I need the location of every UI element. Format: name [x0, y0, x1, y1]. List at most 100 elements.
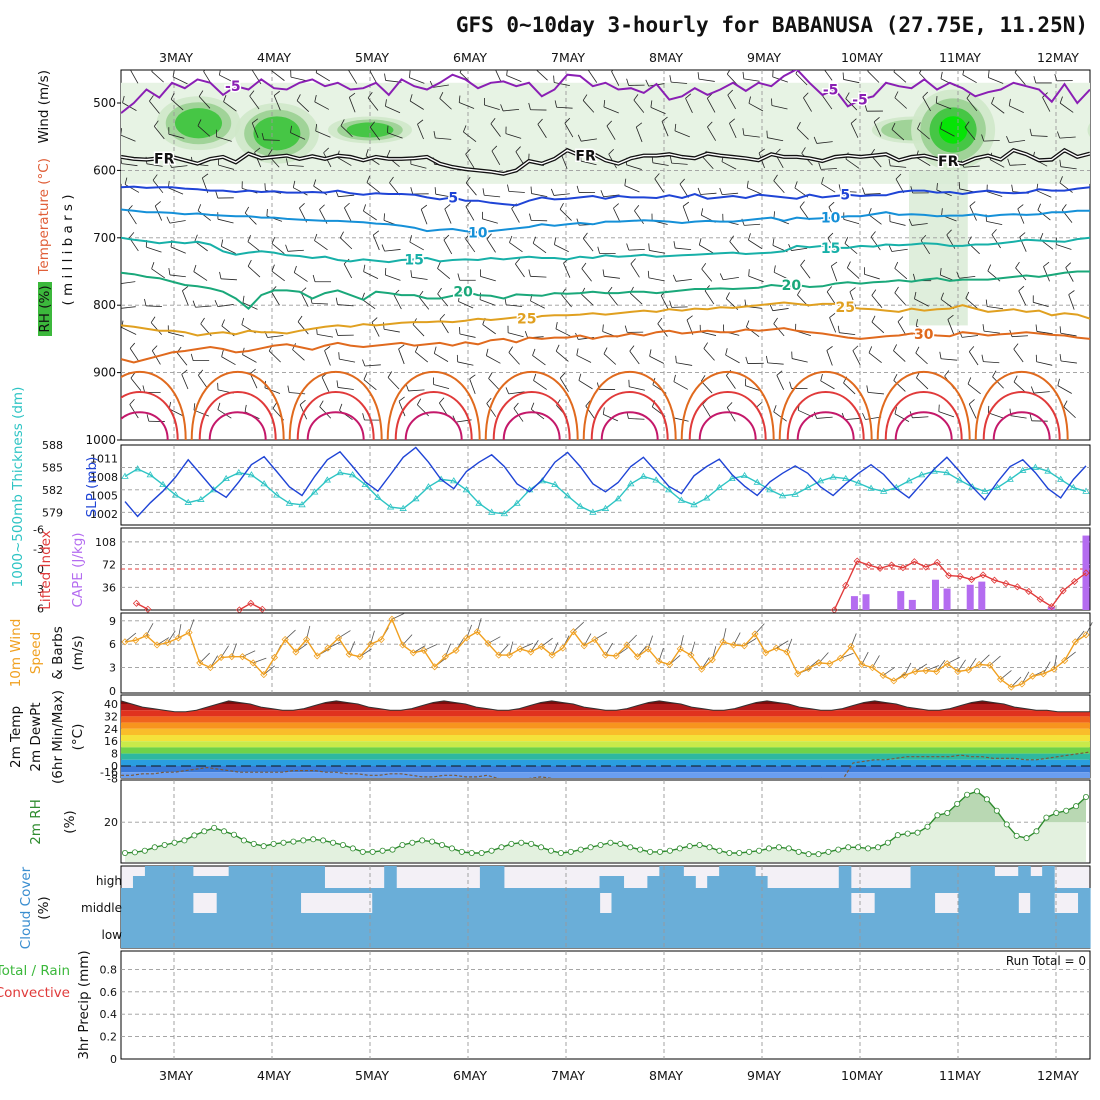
isotherm-label: -5	[225, 79, 241, 95]
wind-barb-flag	[726, 70, 731, 75]
wind-barb	[273, 95, 281, 111]
wind-barb	[151, 71, 164, 83]
isotherm-freezing-inner	[121, 149, 1090, 175]
wind-barb-flag	[250, 368, 256, 374]
boundary-layer-contour	[288, 371, 383, 440]
cloud-axis-label: Cloud Cover	[18, 866, 34, 949]
rh2m-point	[389, 846, 396, 853]
cloud-middle-cell	[348, 913, 361, 920]
wind-barb	[847, 267, 860, 279]
wind-barb-flag	[629, 345, 635, 352]
lifted-index-point	[979, 571, 987, 579]
cloud-middle-cell	[132, 893, 146, 920]
wind-barb	[508, 191, 525, 193]
wind-speed-point	[601, 651, 610, 659]
cloud-middle-cell	[1078, 893, 1091, 920]
wind-barb-flag	[117, 277, 120, 283]
wind-barb	[491, 150, 501, 166]
rh2m-point	[974, 788, 981, 795]
cloud-high-cell	[958, 866, 971, 893]
wind-barb	[890, 165, 907, 168]
wind-barb	[216, 136, 232, 142]
thickness-point	[917, 471, 926, 478]
wind-barb	[121, 134, 136, 142]
cloud-high-cell	[1042, 866, 1055, 893]
temp-axis-label-1: 2m Temp	[8, 706, 24, 768]
wind-barb	[672, 417, 689, 422]
wind-barb-flag	[241, 317, 245, 325]
temp-tick-label: 32	[104, 710, 118, 723]
temp-band	[121, 759, 1090, 766]
cloud-high-cell	[420, 888, 433, 893]
wind-barb-flag	[1033, 76, 1037, 84]
wind-barb-flag	[908, 218, 913, 226]
cloud-high-cell	[647, 876, 660, 893]
slp-line	[124, 446, 1087, 518]
boundary-layer-contour	[600, 411, 659, 440]
wind-barb-flag	[553, 75, 555, 83]
rh2m-point	[785, 845, 792, 852]
date-label-top: 4MAY	[257, 50, 291, 65]
wind-barb	[682, 206, 690, 222]
wind-speed-point	[794, 670, 802, 678]
cloud-high-cell	[503, 888, 517, 893]
wind-barb	[671, 81, 688, 84]
rh2m-point	[250, 840, 257, 847]
wind-barb-flag	[314, 94, 317, 102]
wind-barb-flag	[194, 234, 198, 242]
wind-barb	[849, 291, 857, 307]
wind-barb	[891, 248, 908, 252]
wind-barb	[312, 302, 329, 305]
thickness-point	[374, 493, 382, 500]
wind-barb-flag	[506, 70, 508, 76]
wind-barb-flag	[1019, 232, 1026, 238]
wind-barb	[912, 416, 929, 419]
wind-barb	[674, 130, 690, 138]
wind-barb-flag	[894, 286, 899, 294]
wind-barb-flag	[491, 145, 498, 152]
rh2m-axis-label: 2m RH	[28, 799, 44, 845]
isotherm-label: 30	[914, 327, 934, 343]
wind-barb	[611, 71, 620, 86]
wind-barb	[914, 298, 929, 307]
wind-barb	[294, 272, 308, 282]
wind-barb	[707, 126, 716, 141]
wind-speed-point	[783, 648, 791, 656]
cloud-low-cell	[240, 920, 254, 948]
cloud-high-cell	[563, 888, 577, 893]
wind-barb	[873, 121, 882, 137]
thickness-point	[184, 498, 192, 505]
cloud-low-cell	[132, 920, 146, 948]
wind-barb	[867, 391, 884, 395]
boundary-layer-contour	[982, 391, 1061, 440]
wind-speed-point	[559, 644, 567, 652]
lifted-index-point	[865, 561, 873, 569]
wind-barb	[293, 187, 308, 196]
temp-tick-label: 0	[111, 760, 118, 773]
wind-barb	[1033, 391, 1050, 394]
temp-tick-label: -8	[107, 772, 118, 785]
temp-band	[121, 710, 1090, 717]
wind-barb-flag	[515, 258, 521, 265]
rh2m-point	[270, 840, 277, 847]
rh2m-point	[310, 836, 317, 843]
boundary-layer-contour	[502, 411, 561, 440]
wind-barb	[613, 207, 621, 223]
wind-barb-flag	[181, 369, 188, 375]
wind-barb-flag	[719, 187, 723, 195]
wind-barb	[936, 102, 952, 110]
wind-barb	[410, 163, 427, 169]
wind-barb	[844, 243, 858, 255]
wind-barb	[1060, 332, 1077, 337]
wind-barb	[893, 71, 907, 83]
wind-barb	[850, 123, 859, 138]
wind-barb	[698, 78, 715, 82]
wind-barb	[169, 408, 184, 417]
cloud-middle-cell	[743, 893, 756, 920]
wind-barb	[891, 129, 905, 141]
wind-speed-point	[452, 646, 460, 655]
boundary-layer-contour	[698, 411, 757, 440]
cloud-low-cell	[755, 920, 768, 948]
wind-barb-flag	[252, 118, 259, 124]
